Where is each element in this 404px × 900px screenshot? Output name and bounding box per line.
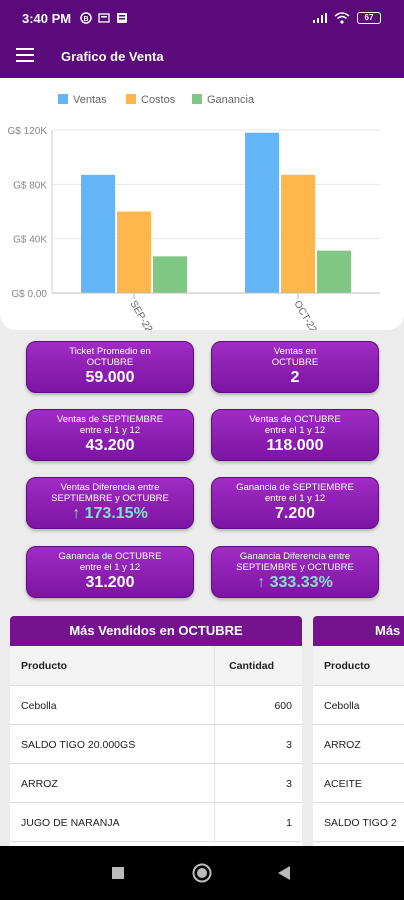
cell-cantidad: 1 bbox=[286, 817, 292, 829]
message-icon bbox=[117, 13, 127, 23]
svg-text:B: B bbox=[83, 16, 88, 23]
kpi-value: 118.000 bbox=[266, 437, 324, 454]
table-title: Más Vendidos en OCTUBRE bbox=[10, 616, 302, 646]
kpi-label: Ganancia de OCTUBRE bbox=[58, 551, 162, 562]
kpi-label: SEPTIEMBRE y OCTUBRE bbox=[236, 562, 354, 573]
table-row[interactable]: ARROZ bbox=[313, 725, 404, 764]
column-header-cantidad[interactable]: Cantidad bbox=[229, 660, 274, 672]
kpi-ventas-diferencia[interactable]: Ventas Diferencia entre SEPTIEMBRE y OCTU… bbox=[26, 477, 194, 529]
x-tick-label: SEP-22 bbox=[127, 299, 154, 330]
x-tick-label: OCT-22 bbox=[291, 299, 318, 330]
bar-ventas-oct-22 bbox=[245, 132, 279, 293]
cell-producto: SALDO TIGO 20.000GS bbox=[21, 739, 136, 751]
kpi-label: OCTUBRE bbox=[86, 357, 134, 368]
kpi-ganancia-diferencia[interactable]: Ganancia Diferencia entre SEPTIEMBRE y OC… bbox=[211, 546, 379, 598]
table-row[interactable]: JUGO DE NARANJA 1 bbox=[10, 803, 302, 842]
app-notification-icon bbox=[98, 13, 110, 23]
battery-indicator: 67 bbox=[357, 12, 381, 24]
y-tick-label: G$ 40K bbox=[13, 235, 47, 246]
table-row[interactable]: ARROZ 3 bbox=[10, 764, 302, 803]
status-bar: 3:40 PM B 67 bbox=[0, 0, 404, 36]
table-row[interactable]: SALDO TIGO 20.000GS 3 bbox=[10, 725, 302, 764]
legend-swatch bbox=[58, 94, 68, 104]
kpi-label: Ticket Promedio en bbox=[69, 346, 151, 357]
kpi-label: Ganancia de SEPTIEMBRE bbox=[236, 482, 354, 493]
cell-producto: SALDO TIGO 2 bbox=[324, 817, 397, 829]
cell-cantidad: 3 bbox=[286, 778, 292, 790]
sales-chart: Ventas Costos Ganancia G$ 0.00 G$ 40K G$ 80K G… bbox=[0, 78, 404, 330]
wifi-icon bbox=[334, 12, 350, 24]
kpi-label: SEPTIEMBRE y OCTUBRE bbox=[51, 493, 169, 504]
page-title: Grafico de Venta bbox=[61, 49, 164, 64]
kpi-label: entre el 1 y 12 bbox=[264, 425, 326, 436]
kpi-ventas-octubre[interactable]: Ventas en OCTUBRE 2 bbox=[211, 341, 379, 393]
column-header-producto[interactable]: Producto bbox=[324, 660, 371, 672]
cell-producto: JUGO DE NARANJA bbox=[21, 817, 120, 829]
signal-icon bbox=[313, 13, 327, 23]
bar-ventas-sep-22 bbox=[81, 174, 115, 293]
cell-producto: ARROZ bbox=[324, 739, 361, 751]
back-button-icon[interactable] bbox=[278, 866, 290, 880]
kpi-label: Ventas en bbox=[273, 346, 317, 357]
kpi-ventas-octubre-rango[interactable]: Ventas de OCTUBRE entre el 1 y 12 118.000 bbox=[211, 409, 379, 461]
kpi-label: OCTUBRE bbox=[271, 357, 319, 368]
kpi-value-increase: ↑ 173.15% bbox=[72, 505, 148, 522]
best-sellers-carousel[interactable]: Más Vendidos en OCTUBRE Producto Cantida… bbox=[0, 610, 404, 846]
kpi-value: 59.000 bbox=[85, 369, 135, 386]
kpi-label: Ventas de SEPTIEMBRE bbox=[56, 414, 164, 425]
y-tick-label: G$ 120K bbox=[8, 126, 48, 137]
table-row[interactable]: Cebolla 600 bbox=[10, 686, 302, 725]
cell-cantidad: 3 bbox=[286, 739, 292, 751]
bar-ganancia-oct-22 bbox=[317, 250, 351, 293]
menu-icon[interactable] bbox=[16, 48, 34, 64]
legend-label: Costos bbox=[141, 94, 176, 106]
table-row[interactable]: ACEITE bbox=[313, 764, 404, 803]
cell-producto: Cebolla bbox=[324, 700, 360, 712]
bar-ganancia-sep-22 bbox=[153, 256, 187, 293]
second-table: Más Producto Cebolla ARROZ ACEITE SALDO … bbox=[313, 616, 404, 846]
home-button-icon[interactable] bbox=[192, 863, 212, 883]
app-bar: Grafico de Venta bbox=[0, 36, 404, 78]
table-row[interactable]: Cebolla bbox=[313, 686, 404, 725]
y-tick-label: G$ 80K bbox=[13, 180, 47, 191]
legend-swatch bbox=[192, 94, 202, 104]
cell-producto: ACEITE bbox=[324, 778, 362, 790]
system-nav-bar bbox=[0, 846, 404, 900]
kpi-ticket-promedio[interactable]: Ticket Promedio en OCTUBRE 59.000 bbox=[26, 341, 194, 393]
notification-icon: B bbox=[80, 12, 92, 24]
kpi-ganancia-septiembre[interactable]: Ganancia de SEPTIEMBRE entre el 1 y 12 7.… bbox=[211, 477, 379, 529]
cell-producto: ARROZ bbox=[21, 778, 58, 790]
kpi-value: 7.200 bbox=[274, 505, 316, 522]
recents-button-icon[interactable] bbox=[112, 867, 124, 879]
chart-svg: Ventas Costos Ganancia G$ 0.00 G$ 40K G$ 80K G… bbox=[8, 94, 380, 330]
cell-producto: Cebolla bbox=[21, 700, 57, 712]
legend-swatch bbox=[126, 94, 136, 104]
status-time: 3:40 PM bbox=[22, 11, 72, 26]
kpi-ventas-septiembre[interactable]: Ventas de SEPTIEMBRE entre el 1 y 12 43.2… bbox=[26, 409, 194, 461]
legend-label: Ventas bbox=[73, 94, 107, 106]
kpi-ganancia-octubre[interactable]: Ganancia de OCTUBRE entre el 1 y 12 31.20… bbox=[26, 546, 194, 598]
legend-label: Ganancia bbox=[207, 94, 255, 106]
table-header-row: Producto Cantidad bbox=[10, 646, 302, 686]
kpi-label: Ganancia Diferencia entre bbox=[239, 551, 351, 562]
kpi-value: 31.200 bbox=[85, 574, 135, 591]
kpi-value: 2 bbox=[290, 369, 300, 386]
table-header-row: Producto bbox=[313, 646, 404, 686]
table-title: Más bbox=[313, 616, 404, 646]
best-sellers-table: Más Vendidos en OCTUBRE Producto Cantida… bbox=[10, 616, 302, 846]
column-header-producto[interactable]: Producto bbox=[21, 660, 68, 672]
kpi-label: entre el 1 y 12 bbox=[79, 425, 141, 436]
cell-cantidad: 600 bbox=[274, 700, 292, 712]
table-row[interactable]: SALDO TIGO 2 bbox=[313, 803, 404, 842]
kpi-label: Ventas Diferencia entre bbox=[60, 482, 160, 493]
kpi-label: Ventas de OCTUBRE bbox=[249, 414, 341, 425]
bar-costos-oct-22 bbox=[281, 174, 315, 293]
kpi-grid: Ticket Promedio en OCTUBRE 59.000 Ventas … bbox=[0, 330, 404, 610]
kpi-label: entre el 1 y 12 bbox=[264, 493, 326, 504]
kpi-value-increase: ↑ 333.33% bbox=[257, 574, 333, 591]
kpi-value: 43.200 bbox=[85, 437, 135, 454]
bar-costos-sep-22 bbox=[117, 211, 151, 293]
y-tick-label: G$ 0.00 bbox=[11, 289, 47, 300]
kpi-label: entre el 1 y 12 bbox=[79, 562, 141, 573]
